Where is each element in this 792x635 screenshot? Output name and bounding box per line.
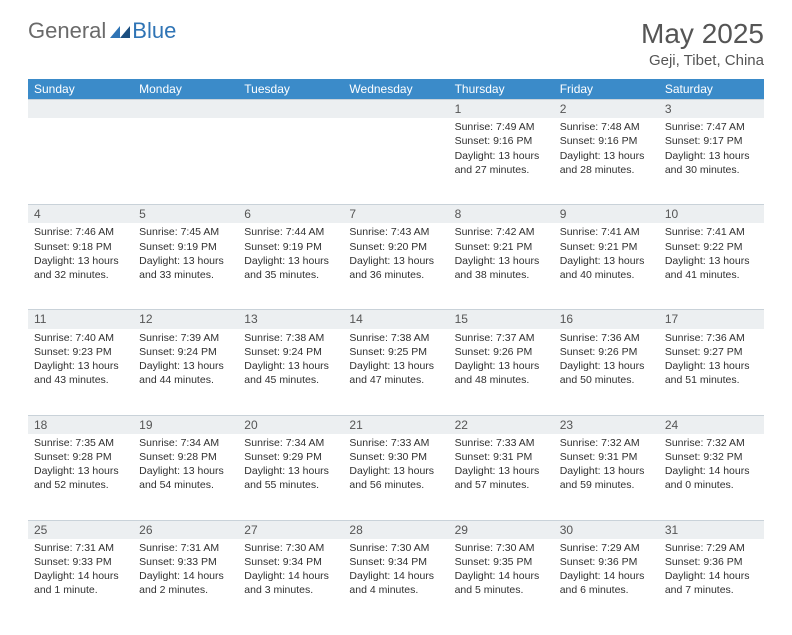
day-content-row: Sunrise: 7:46 AMSunset: 9:18 PMDaylight:…: [28, 223, 764, 309]
day-number: 14: [343, 309, 448, 328]
day-number-row: 18192021222324: [28, 415, 764, 434]
day-content-row: Sunrise: 7:40 AMSunset: 9:23 PMDaylight:…: [28, 329, 764, 415]
day-number: 15: [449, 309, 554, 328]
day-cell: Sunrise: 7:29 AMSunset: 9:36 PMDaylight:…: [659, 539, 764, 602]
day-cell: Sunrise: 7:34 AMSunset: 9:28 PMDaylight:…: [133, 434, 238, 497]
day-number: 8: [449, 204, 554, 223]
day-number-row: 123: [28, 99, 764, 118]
day-cell: Sunrise: 7:35 AMSunset: 9:28 PMDaylight:…: [28, 434, 133, 497]
day-number: 16: [554, 309, 659, 328]
day-number: 4: [28, 204, 133, 223]
logo-triangle-icon: [110, 24, 130, 38]
day-cell: Sunrise: 7:41 AMSunset: 9:22 PMDaylight:…: [659, 223, 764, 286]
day-cell: Sunrise: 7:29 AMSunset: 9:36 PMDaylight:…: [554, 539, 659, 602]
day-cell: Sunrise: 7:38 AMSunset: 9:24 PMDaylight:…: [238, 329, 343, 392]
day-cell: Sunrise: 7:37 AMSunset: 9:26 PMDaylight:…: [449, 329, 554, 392]
day-cell: Sunrise: 7:38 AMSunset: 9:25 PMDaylight:…: [343, 329, 448, 392]
day-number: 17: [659, 309, 764, 328]
day-cell: Sunrise: 7:47 AMSunset: 9:17 PMDaylight:…: [659, 118, 764, 181]
day-cell: Sunrise: 7:36 AMSunset: 9:26 PMDaylight:…: [554, 329, 659, 392]
day-number: 2: [554, 99, 659, 118]
day-number-row: 25262728293031: [28, 520, 764, 539]
logo-text-a: General: [28, 18, 106, 44]
day-cell: Sunrise: 7:33 AMSunset: 9:31 PMDaylight:…: [449, 434, 554, 497]
day-content-row: Sunrise: 7:31 AMSunset: 9:33 PMDaylight:…: [28, 539, 764, 625]
month-title: May 2025: [641, 18, 764, 50]
weekday-header: Monday: [133, 79, 238, 99]
day-number-empty: [133, 99, 238, 118]
day-number: 11: [28, 309, 133, 328]
day-cell: Sunrise: 7:46 AMSunset: 9:18 PMDaylight:…: [28, 223, 133, 286]
title-block: May 2025 Geji, Tibet, China: [641, 18, 764, 69]
calendar-body: 123Sunrise: 7:49 AMSunset: 9:16 PMDaylig…: [28, 99, 764, 625]
day-number-row: 11121314151617: [28, 309, 764, 328]
day-content-row: Sunrise: 7:49 AMSunset: 9:16 PMDaylight:…: [28, 118, 764, 204]
day-cell: Sunrise: 7:48 AMSunset: 9:16 PMDaylight:…: [554, 118, 659, 181]
day-cell: Sunrise: 7:31 AMSunset: 9:33 PMDaylight:…: [28, 539, 133, 602]
day-number-row: 45678910: [28, 204, 764, 223]
day-cell: Sunrise: 7:39 AMSunset: 9:24 PMDaylight:…: [133, 329, 238, 392]
weekday-header: Sunday: [28, 79, 133, 99]
day-cell-empty: [133, 118, 238, 204]
calendar-table: SundayMondayTuesdayWednesdayThursdayFrid…: [28, 79, 764, 625]
day-number: 27: [238, 520, 343, 539]
day-cell: Sunrise: 7:30 AMSunset: 9:35 PMDaylight:…: [449, 539, 554, 602]
logo-text-b: Blue: [132, 18, 176, 44]
day-number: 20: [238, 415, 343, 434]
day-number-empty: [343, 99, 448, 118]
day-number: 5: [133, 204, 238, 223]
day-number: 26: [133, 520, 238, 539]
weekday-header: Thursday: [449, 79, 554, 99]
day-number: 21: [343, 415, 448, 434]
day-number: 19: [133, 415, 238, 434]
day-number: 13: [238, 309, 343, 328]
day-number: 25: [28, 520, 133, 539]
day-number: 22: [449, 415, 554, 434]
day-cell: Sunrise: 7:40 AMSunset: 9:23 PMDaylight:…: [28, 329, 133, 392]
day-cell: Sunrise: 7:45 AMSunset: 9:19 PMDaylight:…: [133, 223, 238, 286]
day-number: 10: [659, 204, 764, 223]
day-cell: Sunrise: 7:43 AMSunset: 9:20 PMDaylight:…: [343, 223, 448, 286]
day-number: 31: [659, 520, 764, 539]
day-cell: Sunrise: 7:30 AMSunset: 9:34 PMDaylight:…: [343, 539, 448, 602]
day-cell: Sunrise: 7:34 AMSunset: 9:29 PMDaylight:…: [238, 434, 343, 497]
day-cell: Sunrise: 7:44 AMSunset: 9:19 PMDaylight:…: [238, 223, 343, 286]
weekday-header: Tuesday: [238, 79, 343, 99]
day-number: 1: [449, 99, 554, 118]
day-number: 29: [449, 520, 554, 539]
day-number: 6: [238, 204, 343, 223]
day-cell: Sunrise: 7:30 AMSunset: 9:34 PMDaylight:…: [238, 539, 343, 602]
weekday-header: Saturday: [659, 79, 764, 99]
day-number: 12: [133, 309, 238, 328]
header: General Blue May 2025 Geji, Tibet, China: [28, 18, 764, 69]
weekday-header-row: SundayMondayTuesdayWednesdayThursdayFrid…: [28, 79, 764, 99]
day-number: 9: [554, 204, 659, 223]
day-number: 30: [554, 520, 659, 539]
day-cell: Sunrise: 7:49 AMSunset: 9:16 PMDaylight:…: [449, 118, 554, 181]
day-cell-empty: [343, 118, 448, 204]
day-number: 23: [554, 415, 659, 434]
day-content-row: Sunrise: 7:35 AMSunset: 9:28 PMDaylight:…: [28, 434, 764, 520]
day-number: 3: [659, 99, 764, 118]
day-cell: Sunrise: 7:36 AMSunset: 9:27 PMDaylight:…: [659, 329, 764, 392]
day-cell: Sunrise: 7:31 AMSunset: 9:33 PMDaylight:…: [133, 539, 238, 602]
day-number: 28: [343, 520, 448, 539]
day-cell: Sunrise: 7:33 AMSunset: 9:30 PMDaylight:…: [343, 434, 448, 497]
day-cell: Sunrise: 7:32 AMSunset: 9:31 PMDaylight:…: [554, 434, 659, 497]
day-cell: Sunrise: 7:42 AMSunset: 9:21 PMDaylight:…: [449, 223, 554, 286]
day-number: 24: [659, 415, 764, 434]
day-number: 18: [28, 415, 133, 434]
day-cell: Sunrise: 7:41 AMSunset: 9:21 PMDaylight:…: [554, 223, 659, 286]
day-number-empty: [28, 99, 133, 118]
weekday-header: Friday: [554, 79, 659, 99]
day-number-empty: [238, 99, 343, 118]
day-number: 7: [343, 204, 448, 223]
logo: General Blue: [28, 18, 176, 44]
weekday-header: Wednesday: [343, 79, 448, 99]
day-cell-empty: [238, 118, 343, 204]
day-cell: Sunrise: 7:32 AMSunset: 9:32 PMDaylight:…: [659, 434, 764, 497]
day-cell-empty: [28, 118, 133, 204]
location: Geji, Tibet, China: [641, 52, 764, 69]
